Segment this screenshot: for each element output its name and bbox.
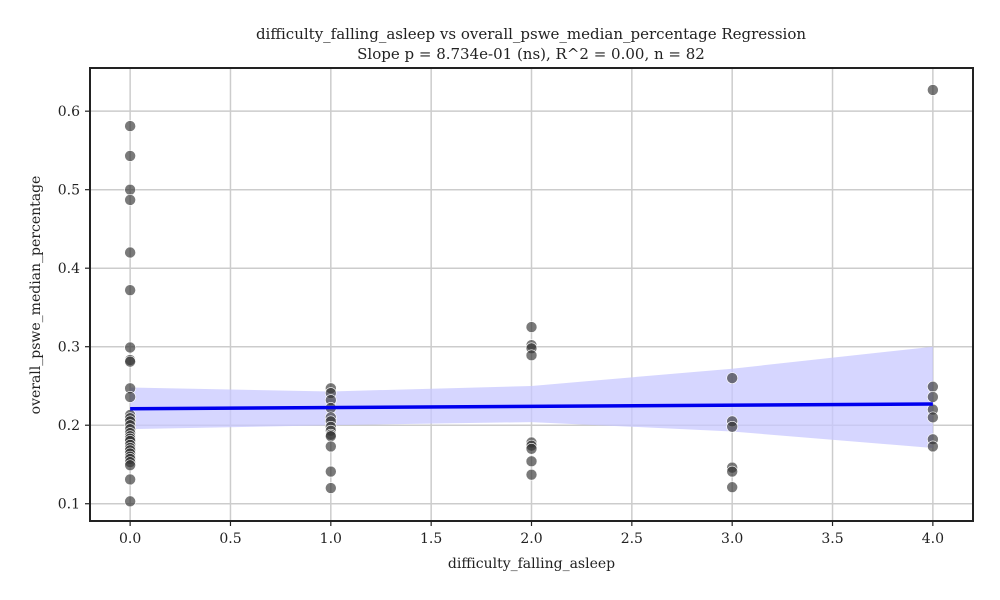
scatter-point — [124, 246, 136, 259]
scatter-points-layer — [124, 84, 939, 508]
scatter-point — [124, 194, 136, 206]
scatter-point — [124, 473, 136, 486]
scatter-point — [726, 481, 738, 494]
x-tick-label: 1.0 — [320, 531, 342, 547]
scatter-point — [124, 341, 136, 354]
scatter-point — [927, 84, 939, 96]
scatter-point — [124, 459, 136, 472]
scatter-point — [124, 150, 136, 162]
x-axis-ticks: 0.0 0.5 1.0 1.5 2.0 2.5 3.0 3.5 4.0 — [119, 521, 944, 547]
scatter-point — [726, 420, 738, 433]
scatter-point — [325, 440, 337, 453]
scatter-point — [124, 495, 136, 508]
regression-line-layer — [130, 402, 933, 411]
scatter-point — [325, 482, 337, 494]
scatter-point — [124, 120, 136, 132]
x-tick-label: 0.0 — [119, 531, 141, 547]
y-tick-label: 0.5 — [58, 183, 80, 199]
x-tick-label: 4.0 — [922, 531, 944, 547]
y-axis-ticks: 0.1 0.2 0.3 0.4 0.5 0.6 — [58, 104, 90, 513]
scatter-point — [726, 372, 738, 384]
scatter-point — [525, 321, 538, 333]
y-tick-label: 0.2 — [58, 418, 80, 434]
y-tick-label: 0.6 — [58, 104, 80, 120]
y-axis-label: overall_pswe_median_percentage — [28, 175, 44, 415]
scatter-point — [124, 391, 136, 403]
scatter-point — [325, 465, 337, 478]
scatter-point — [927, 411, 939, 424]
x-tick-label: 2.5 — [621, 531, 643, 547]
scatter-point — [525, 455, 538, 468]
scatter-point — [525, 442, 538, 455]
x-axis-label: difficulty_falling_asleep — [447, 556, 616, 572]
scatter-point — [927, 380, 939, 393]
y-tick-label: 0.1 — [58, 497, 80, 513]
scatter-point — [525, 468, 538, 481]
chart-subtitle: Slope p = 8.734e-01 (ns), R^2 = 0.00, n … — [357, 45, 705, 63]
x-tick-label: 3.5 — [821, 531, 843, 547]
x-tick-label: 2.0 — [520, 531, 542, 547]
scatter-point — [325, 430, 337, 443]
x-tick-label: 3.0 — [721, 531, 743, 547]
regression-line — [130, 402, 933, 411]
y-tick-label: 0.4 — [58, 261, 80, 277]
scatter-point — [124, 183, 136, 196]
y-tick-label: 0.3 — [58, 340, 80, 356]
scatter-point — [726, 465, 738, 478]
scatter-point — [525, 349, 538, 362]
scatter-point — [927, 440, 939, 453]
scatter-point — [124, 284, 136, 296]
x-tick-label: 0.5 — [219, 531, 241, 547]
scatter-point — [927, 391, 939, 403]
scatter-point — [124, 355, 136, 368]
chart-title: difficulty_falling_asleep vs overall_psw… — [255, 25, 807, 43]
x-tick-label: 1.5 — [420, 531, 442, 547]
